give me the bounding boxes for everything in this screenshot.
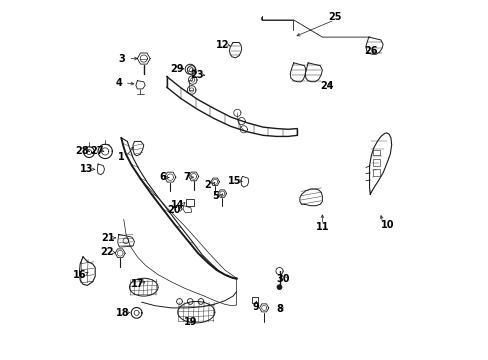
Text: 7: 7	[183, 172, 190, 182]
Text: 10: 10	[380, 220, 393, 230]
Text: 6: 6	[160, 172, 166, 183]
Text: 12: 12	[216, 40, 229, 50]
Bar	[372, 169, 380, 176]
Bar	[251, 297, 258, 303]
Text: 1: 1	[118, 152, 124, 162]
Text: 22: 22	[100, 247, 114, 257]
Text: 21: 21	[101, 233, 115, 243]
Text: 24: 24	[319, 81, 333, 91]
Bar	[372, 158, 380, 166]
Text: 5: 5	[212, 191, 219, 201]
Text: 19: 19	[183, 317, 197, 327]
Text: 15: 15	[227, 176, 241, 186]
Text: 13: 13	[80, 164, 93, 174]
Text: 17: 17	[130, 279, 144, 289]
Text: 30: 30	[276, 274, 289, 284]
Bar	[185, 199, 194, 206]
Text: 20: 20	[167, 205, 180, 215]
Text: 9: 9	[252, 302, 259, 312]
Text: 8: 8	[276, 304, 283, 314]
Text: 11: 11	[315, 222, 328, 232]
Text: 4: 4	[115, 78, 122, 88]
Text: 29: 29	[169, 64, 183, 73]
Text: 25: 25	[327, 13, 341, 22]
Text: 14: 14	[170, 200, 183, 210]
Bar	[372, 150, 380, 155]
Text: 27: 27	[90, 146, 104, 156]
Polygon shape	[277, 285, 281, 289]
Text: 18: 18	[115, 308, 129, 318]
Text: 26: 26	[364, 46, 377, 56]
Text: 2: 2	[204, 180, 211, 190]
Text: 3: 3	[118, 54, 124, 64]
Text: 16: 16	[73, 270, 86, 280]
Text: 28: 28	[75, 146, 89, 156]
Text: 23: 23	[190, 69, 203, 80]
